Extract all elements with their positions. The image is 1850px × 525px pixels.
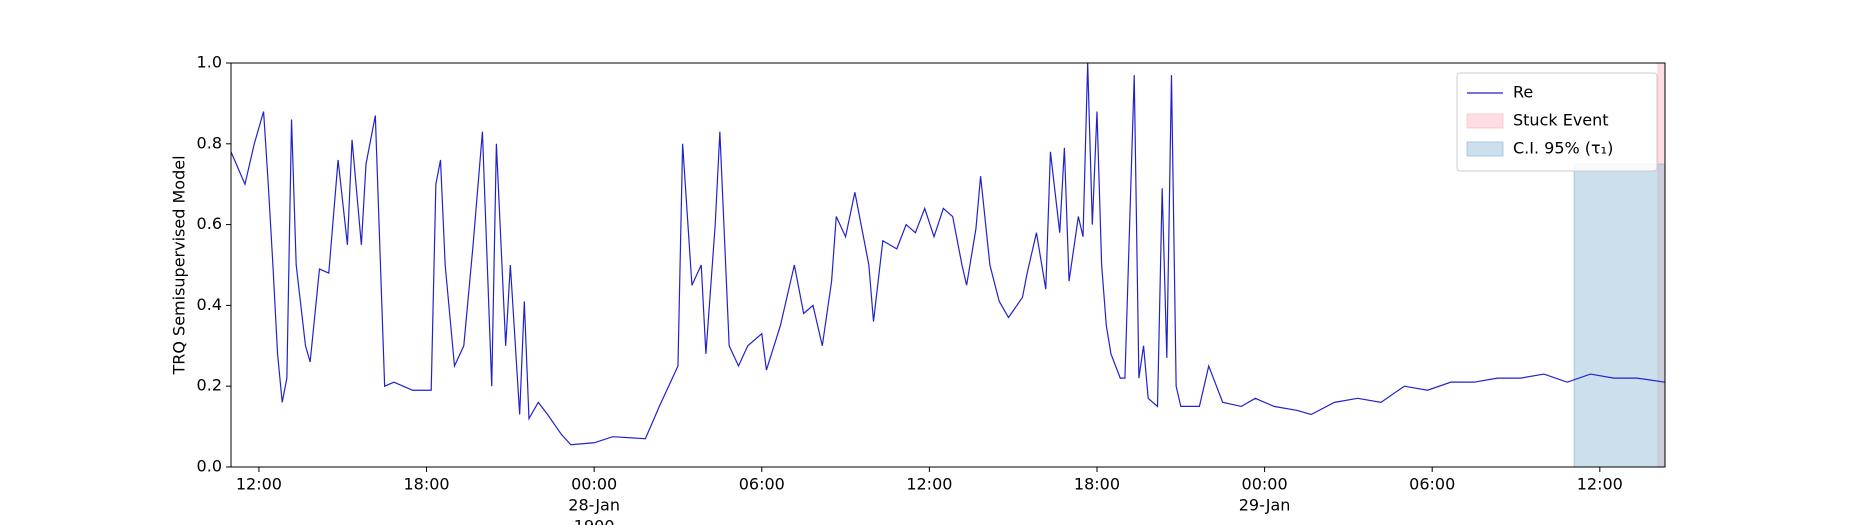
y-tick-label: 0.8 xyxy=(197,133,222,152)
data-line xyxy=(230,62,1666,446)
x-tick-label: 00:00 xyxy=(1242,475,1288,494)
legend: Re Stuck Event C.I. 95% (τ₁) xyxy=(1456,72,1658,172)
legend-label: C.I. 95% (τ₁) xyxy=(1513,139,1613,158)
legend-key xyxy=(1466,141,1504,157)
x-tick-label: 06:00 xyxy=(1409,475,1455,494)
y-axis-label: TRQ Semisupervised Model xyxy=(170,155,189,375)
legend-key xyxy=(1466,113,1504,129)
axes-frame xyxy=(230,62,1666,468)
y-tick-label: 0.6 xyxy=(197,214,222,233)
x-tick-label: 12:00 xyxy=(1577,475,1623,494)
y-tick-label: 0.4 xyxy=(197,295,222,314)
x-tick-label: 28-Jan xyxy=(568,496,620,515)
y-tick-label: 1.0 xyxy=(197,53,222,72)
legend-frame xyxy=(1456,72,1658,172)
y-tick-label: 0.0 xyxy=(197,457,222,476)
x-tick-label: 00:00 xyxy=(571,475,617,494)
y-tick-label: 0.2 xyxy=(197,376,222,395)
legend-label: Stuck Event xyxy=(1513,111,1609,130)
x-tick-label: 1900 xyxy=(574,517,615,525)
x-tick-label: 12:00 xyxy=(906,475,952,494)
x-tick-label: 12:00 xyxy=(236,475,282,494)
span xyxy=(1573,163,1666,468)
x-tick-label: 18:00 xyxy=(1074,475,1120,494)
legend-label: Re xyxy=(1513,83,1533,102)
x-tick-label: 18:00 xyxy=(403,475,449,494)
x-tick-label: 29-Jan xyxy=(1239,496,1291,515)
x-tick-label: 06:00 xyxy=(739,475,785,494)
